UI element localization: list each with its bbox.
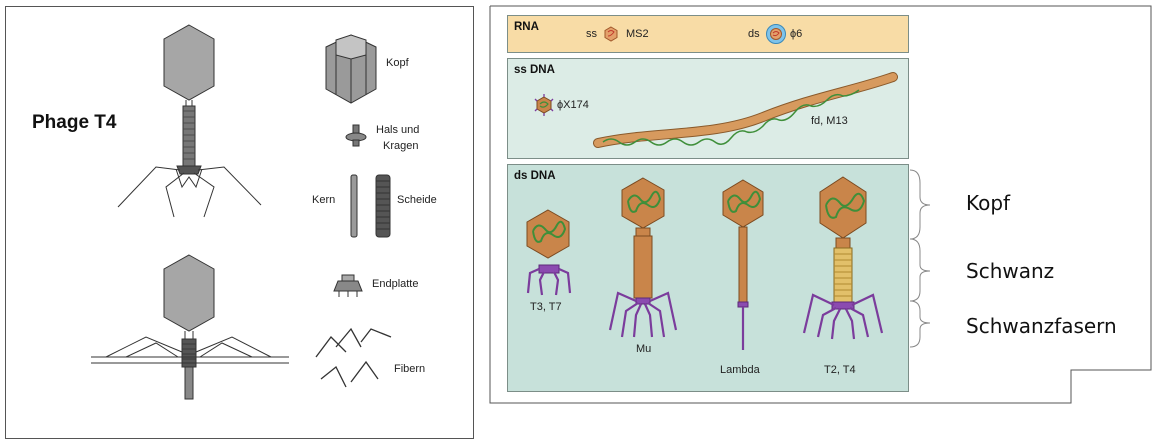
label-fibern: Fibern bbox=[394, 363, 426, 375]
label-kern: Kern bbox=[312, 194, 336, 206]
rna-title: RNA bbox=[514, 21, 539, 33]
phage-t4-panel: Phage T4 bbox=[5, 6, 474, 439]
dsdna-title: ds DNA bbox=[514, 170, 556, 182]
dsdna-t2-label: T2, T4 bbox=[824, 364, 856, 376]
ssdna-title: ss DNA bbox=[514, 64, 555, 76]
phi6-virus-icon bbox=[766, 24, 786, 44]
phage-tail-top bbox=[182, 105, 196, 167]
dsdna-mu-label: Mu bbox=[636, 343, 652, 355]
phage-t4-title: Phage T4 bbox=[32, 112, 117, 133]
label-kragen: Kragen bbox=[383, 140, 419, 152]
phage-head-top bbox=[163, 24, 215, 101]
dsdna-phages-drawing bbox=[526, 176, 884, 350]
kopf-component bbox=[325, 34, 377, 104]
lambda-phage-icon bbox=[722, 179, 764, 350]
dsdna-lambda-label: Lambda bbox=[720, 364, 760, 376]
ssdna-phix-label: ϕX174 bbox=[557, 99, 589, 111]
rna-ms2-label: MS2 bbox=[626, 28, 649, 40]
t3-t7-phage-icon bbox=[526, 209, 572, 296]
rna-ds-label: ds bbox=[748, 28, 760, 40]
label-endplatte: Endplatte bbox=[372, 278, 419, 290]
phage-head-bottom bbox=[163, 254, 215, 332]
ms2-virus-icon bbox=[604, 26, 618, 42]
ssdna-section: ss DNA ϕX174 fd, M13 bbox=[507, 58, 909, 159]
phage-t4-drawings bbox=[91, 24, 392, 400]
endplatte-component bbox=[333, 274, 363, 297]
dsdna-section: ds DNA bbox=[507, 164, 909, 392]
annotation-kopf: Kopf bbox=[966, 191, 1011, 215]
fibern-component bbox=[315, 327, 392, 388]
rna-section: RNA ss MS2 ds ϕ6 bbox=[507, 15, 909, 53]
annotation-schwanzfasern: Schwanzfasern bbox=[966, 314, 1117, 338]
rna-ss-label: ss bbox=[586, 28, 597, 40]
phix174-virus-icon bbox=[534, 94, 554, 116]
label-hals: Hals und bbox=[376, 124, 420, 136]
t2-t4-phage-icon bbox=[802, 176, 884, 340]
label-kopf: Kopf bbox=[386, 57, 409, 69]
mu-phage-icon bbox=[608, 177, 678, 338]
annotation-schwanz: Schwanz bbox=[966, 259, 1055, 283]
filamentous-phage-icon bbox=[593, 72, 898, 148]
label-scheide: Scheide bbox=[397, 194, 437, 206]
annotation-braces bbox=[909, 169, 931, 348]
hals-component bbox=[345, 124, 367, 147]
kern-component bbox=[350, 174, 358, 238]
ssdna-fd-label: fd, M13 bbox=[811, 115, 848, 127]
dsdna-t3-label: T3, T7 bbox=[530, 301, 562, 313]
rna-phi6-label: ϕ6 bbox=[790, 28, 803, 40]
scheide-component bbox=[375, 174, 391, 238]
